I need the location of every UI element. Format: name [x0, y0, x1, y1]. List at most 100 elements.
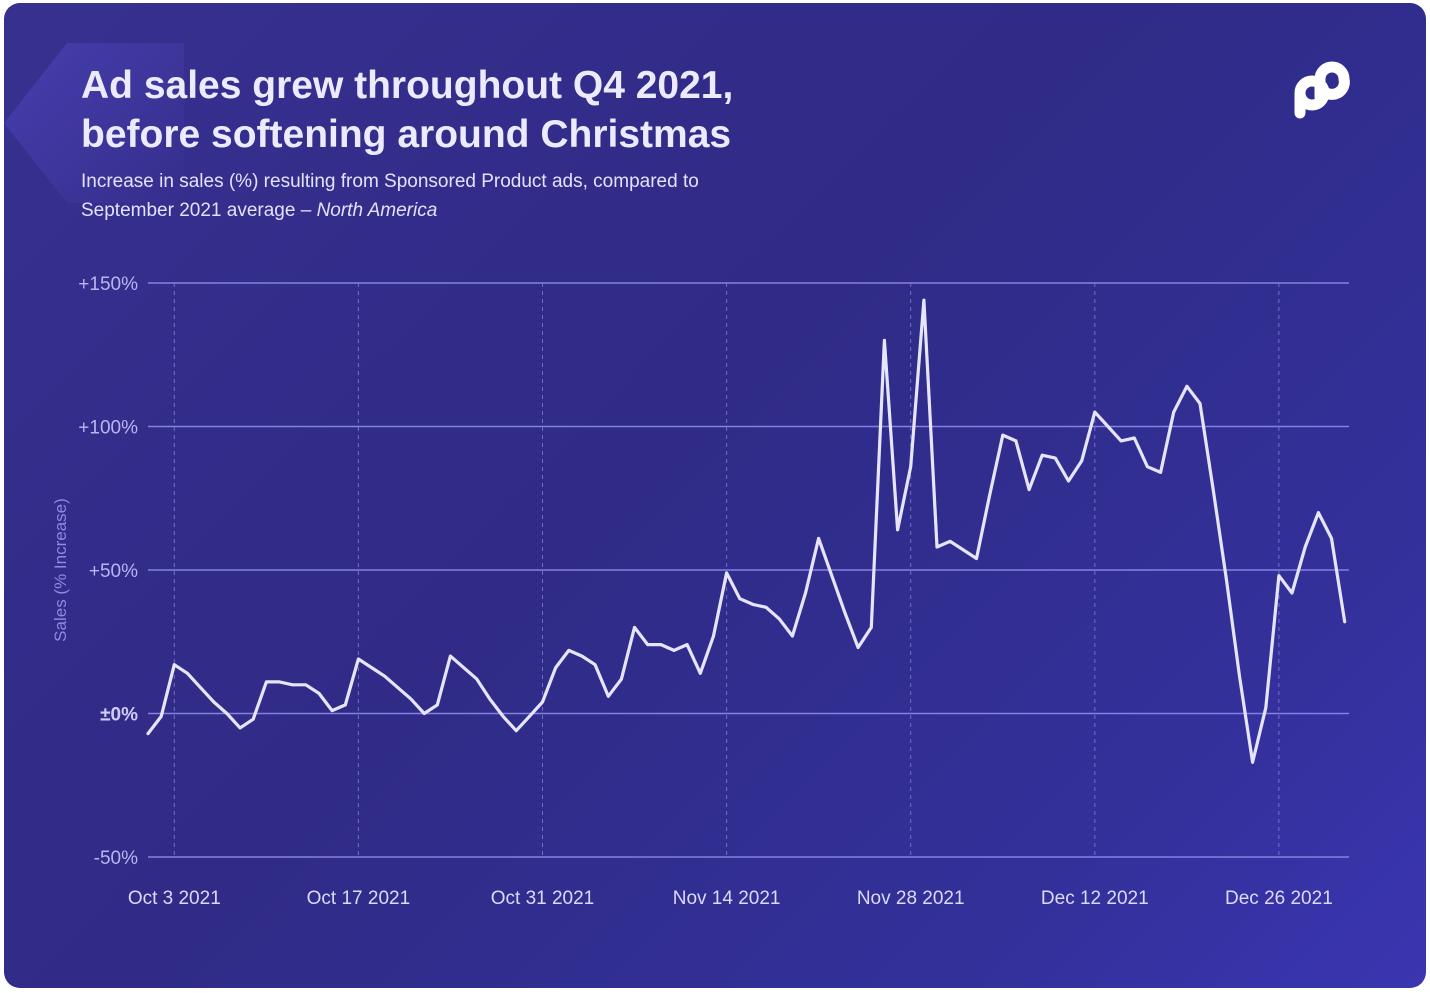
y-axis-label: Sales (% Increase) — [51, 498, 70, 642]
data-point-89 — [1317, 511, 1320, 514]
data-point-90 — [1330, 537, 1333, 540]
grid-layer — [148, 282, 1349, 858]
data-point-61 — [948, 539, 952, 543]
data-point-87 — [1290, 591, 1294, 595]
data-point-4 — [199, 686, 203, 690]
series-line-0 — [146, 298, 1347, 764]
data-point-76 — [1146, 465, 1149, 469]
tick-layer: Oct 3 2021 Oct 17 2021 Oct 31 2021 Nov 14 2… — [78, 274, 1332, 909]
x-tick-label-5: Dec 12 2021 — [1041, 888, 1149, 909]
x-tick-label-1: Oct 17 2021 — [307, 888, 411, 909]
subtitle-prefix: September 2021 average – — [81, 200, 317, 221]
data-point-8 — [251, 717, 255, 721]
x-tick-label-0: Oct 3 2021 — [128, 888, 221, 909]
chart-title-line-2: before softening around Christmas — [81, 113, 732, 156]
data-point-34 — [593, 663, 597, 667]
data-point-42 — [698, 671, 702, 675]
chart-subtitle: Increase in sales (%) resulting from Spo… — [81, 167, 801, 225]
data-point-67 — [1027, 488, 1031, 491]
data-point-56 — [883, 339, 886, 342]
data-point-21 — [422, 712, 426, 715]
data-point-17 — [370, 666, 373, 669]
data-point-39 — [659, 643, 663, 646]
data-point-23 — [449, 654, 452, 658]
data-point-50 — [804, 591, 807, 595]
data-point-41 — [685, 643, 689, 646]
data-point-32 — [567, 649, 571, 652]
data-point-65 — [1001, 433, 1005, 437]
y-tick-label-3: ±0% — [100, 705, 138, 726]
data-point-2 — [172, 663, 176, 667]
data-point-20 — [409, 697, 413, 701]
data-point-70 — [1067, 479, 1070, 483]
data-point-66 — [1014, 439, 1018, 443]
data-point-24 — [462, 666, 465, 669]
data-point-53 — [843, 611, 847, 615]
data-point-88 — [1303, 545, 1307, 549]
data-point-58 — [909, 465, 913, 469]
series-layer — [146, 298, 1347, 764]
data-point-43 — [712, 634, 715, 638]
data-point-15 — [343, 703, 347, 707]
chart-title-line-1: Ad sales grew throughout Q4 2021, — [81, 64, 734, 107]
data-point-29 — [528, 715, 531, 718]
data-point-69 — [1053, 456, 1057, 460]
data-point-77 — [1159, 471, 1162, 474]
data-point-57 — [896, 528, 899, 532]
x-tick-label-4: Nov 28 2021 — [857, 888, 965, 909]
data-point-45 — [738, 597, 742, 601]
brand-p-logo-icon — [1294, 61, 1350, 119]
data-point-60 — [935, 545, 939, 549]
data-point-91 — [1343, 620, 1347, 624]
data-point-7 — [238, 726, 242, 730]
data-point-35 — [606, 694, 610, 698]
data-point-38 — [646, 643, 650, 646]
y-tick-label-1: +100% — [78, 418, 138, 439]
y-tick-label-4: -50% — [94, 848, 138, 869]
data-point-31 — [554, 666, 558, 669]
x-tick-label-3: Nov 14 2021 — [673, 888, 781, 909]
data-point-33 — [580, 654, 584, 658]
data-point-83 — [1238, 674, 1241, 678]
data-point-40 — [672, 649, 676, 652]
data-point-73 — [1106, 425, 1110, 428]
data-point-80 — [1198, 402, 1202, 405]
data-point-71 — [1080, 459, 1084, 463]
data-point-82 — [1224, 577, 1228, 580]
data-point-22 — [435, 703, 439, 707]
data-point-11 — [291, 683, 294, 687]
data-point-74 — [1119, 439, 1123, 443]
data-point-68 — [1040, 453, 1044, 457]
data-point-54 — [856, 646, 860, 649]
data-point-5 — [212, 700, 216, 704]
data-point-51 — [817, 537, 820, 540]
data-point-9 — [265, 680, 268, 684]
data-point-55 — [869, 626, 873, 629]
data-point-63 — [975, 557, 978, 560]
data-point-48 — [777, 617, 781, 621]
data-point-18 — [383, 674, 387, 678]
data-point-44 — [725, 571, 728, 575]
subtitle-region: North America — [316, 200, 438, 221]
data-point-79 — [1185, 384, 1189, 388]
data-point-49 — [791, 634, 794, 638]
data-point-1 — [159, 715, 163, 718]
data-point-59 — [922, 298, 926, 302]
data-point-64 — [988, 494, 991, 497]
data-point-0 — [146, 732, 150, 735]
data-point-84 — [1251, 760, 1254, 764]
data-point-37 — [633, 626, 636, 629]
data-point-16 — [357, 657, 360, 661]
chart-subtitle-line-2: September 2021 average – North America — [81, 196, 801, 225]
chart-subtitle-line-1: Increase in sales (%) resulting from Spo… — [81, 171, 699, 192]
data-point-47 — [764, 605, 768, 609]
data-point-78 — [1172, 410, 1176, 414]
data-point-46 — [751, 603, 755, 606]
data-point-3 — [186, 671, 189, 675]
data-point-30 — [541, 700, 544, 704]
x-tick-label-2: Oct 31 2021 — [491, 888, 595, 909]
data-point-36 — [620, 677, 623, 681]
data-point-81 — [1211, 488, 1215, 491]
data-point-62 — [961, 548, 965, 552]
